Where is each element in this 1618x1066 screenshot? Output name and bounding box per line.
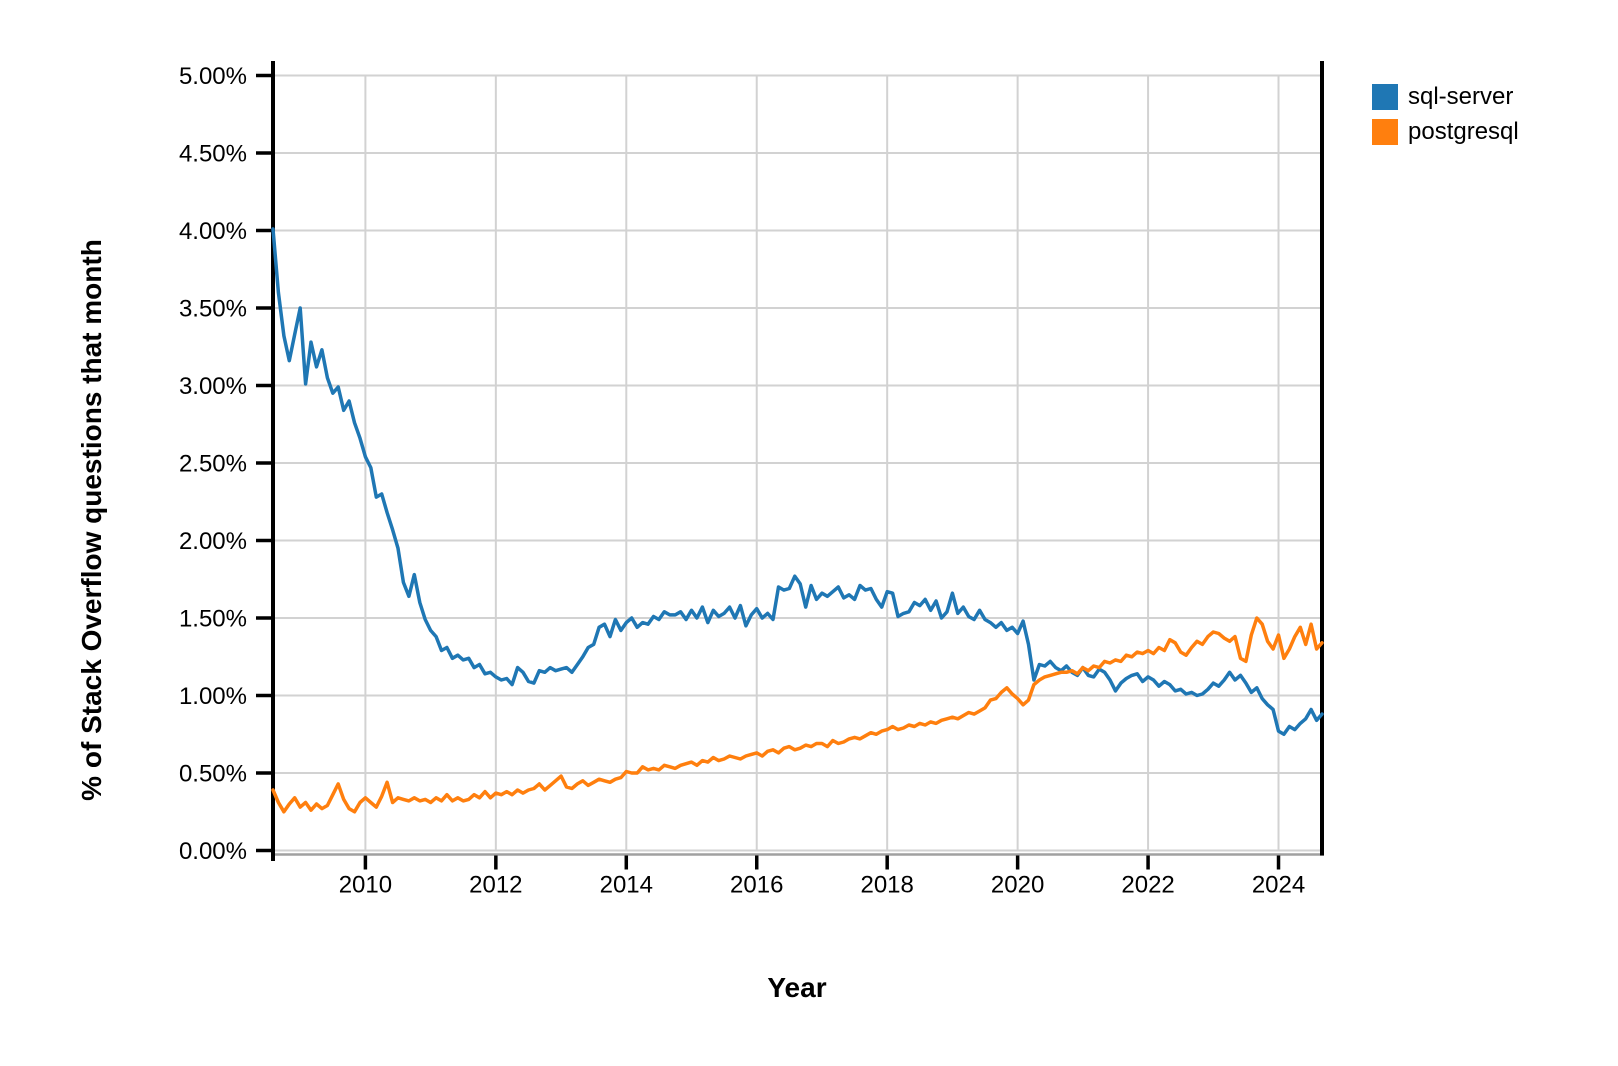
x-tick-label: 2018: [860, 872, 913, 899]
x-tick-label: 2012: [469, 872, 522, 899]
legend: sql-server postgresql: [1372, 84, 1519, 145]
y-axis-title: % of Stack Overflow questions that month: [76, 239, 107, 801]
y-tick-label: 5.00%: [179, 63, 247, 90]
x-tick-label: 2024: [1252, 872, 1305, 899]
y-tick-label: 1.50%: [179, 606, 247, 633]
y-tick-label: 1.00%: [179, 683, 247, 710]
y-tick-label: 3.50%: [179, 296, 247, 323]
y-tick-label: 2.50%: [179, 451, 247, 478]
x-tick-label: 2022: [1121, 872, 1174, 899]
legend-swatch-sql-server: [1372, 84, 1398, 110]
legend-label-sql-server: sql-server: [1408, 83, 1514, 110]
y-tick-label: 4.50%: [179, 141, 247, 168]
y-tick-label: 0.00%: [179, 838, 247, 865]
y-tick-label: 4.00%: [179, 218, 247, 245]
series-line-sql-server: [271, 227, 1324, 737]
legend-swatch-postgresql: [1372, 119, 1398, 145]
legend-item-sql-server: sql-server: [1372, 84, 1519, 110]
x-tick-label: 2014: [600, 872, 653, 899]
y-tick-label: 3.00%: [179, 373, 247, 400]
legend-item-postgresql: postgresql: [1372, 119, 1519, 145]
x-tick-label: 2016: [730, 872, 783, 899]
y-tick-label: 0.50%: [179, 761, 247, 788]
y-tick-label: 2.00%: [179, 528, 247, 555]
x-tick-label: 2020: [991, 872, 1044, 899]
x-tick-label: 2010: [339, 872, 392, 899]
x-axis-title: Year: [767, 972, 827, 1003]
legend-label-postgresql: postgresql: [1408, 118, 1519, 145]
series-line-postgresql: [271, 616, 1324, 814]
